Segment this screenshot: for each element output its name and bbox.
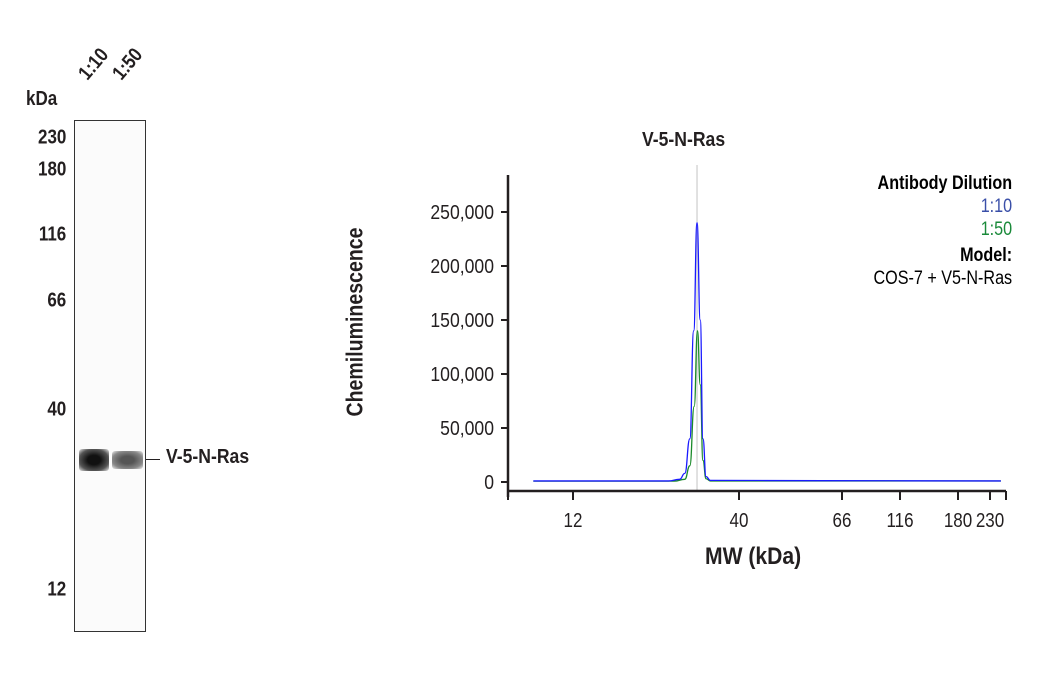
x-tick-label: 12 [564,509,583,532]
blot-image [74,120,146,632]
y-tick-label: 0 [484,471,494,493]
x-tick-label: 116 [886,509,913,532]
x-axis-label: MW (kDa) [705,543,802,570]
chart-title: V-5-N-Ras [642,129,726,151]
band-lane-2 [112,451,143,469]
marker-label-116: 116 [38,223,66,246]
y-tick-label: 200,000 [430,255,494,277]
x-tick-label: 66 [833,509,852,532]
y-tick-label: 50,000 [440,417,494,439]
series-line-1-50 [533,330,1001,482]
x-tick-label: 40 [730,509,749,532]
marker-label-66: 66 [47,289,66,312]
x-tick-label: 230 [976,509,1004,532]
model-title: Model: [959,245,1012,266]
blot-unit-label: kDa [26,88,58,110]
y-tick-label: 100,000 [430,363,494,385]
band-label: V-5-N-Ras [166,446,250,468]
marker-label-180: 180 [37,158,66,181]
marker-label-12: 12 [47,578,66,601]
legend-title: Antibody Dilution [877,173,1012,194]
marker-label-230: 230 [37,126,66,149]
x-tick-label: 180 [944,509,972,532]
legend-entry-1-10: 1:10 [980,196,1012,217]
legend-entry-1-50: 1:50 [980,219,1012,240]
y-tick-label: 250,000 [430,201,494,223]
model-value: COS-7 + V5-N-Ras [873,268,1012,289]
legend: Antibody Dilution 1:10 1:50 Model: COS-7… [873,172,1012,290]
band-pointer-line [146,459,160,460]
series-line-1-10 [533,222,1001,482]
marker-label-40: 40 [47,398,66,421]
y-tick-label: 150,000 [430,309,494,331]
band-lane-1 [79,449,109,471]
